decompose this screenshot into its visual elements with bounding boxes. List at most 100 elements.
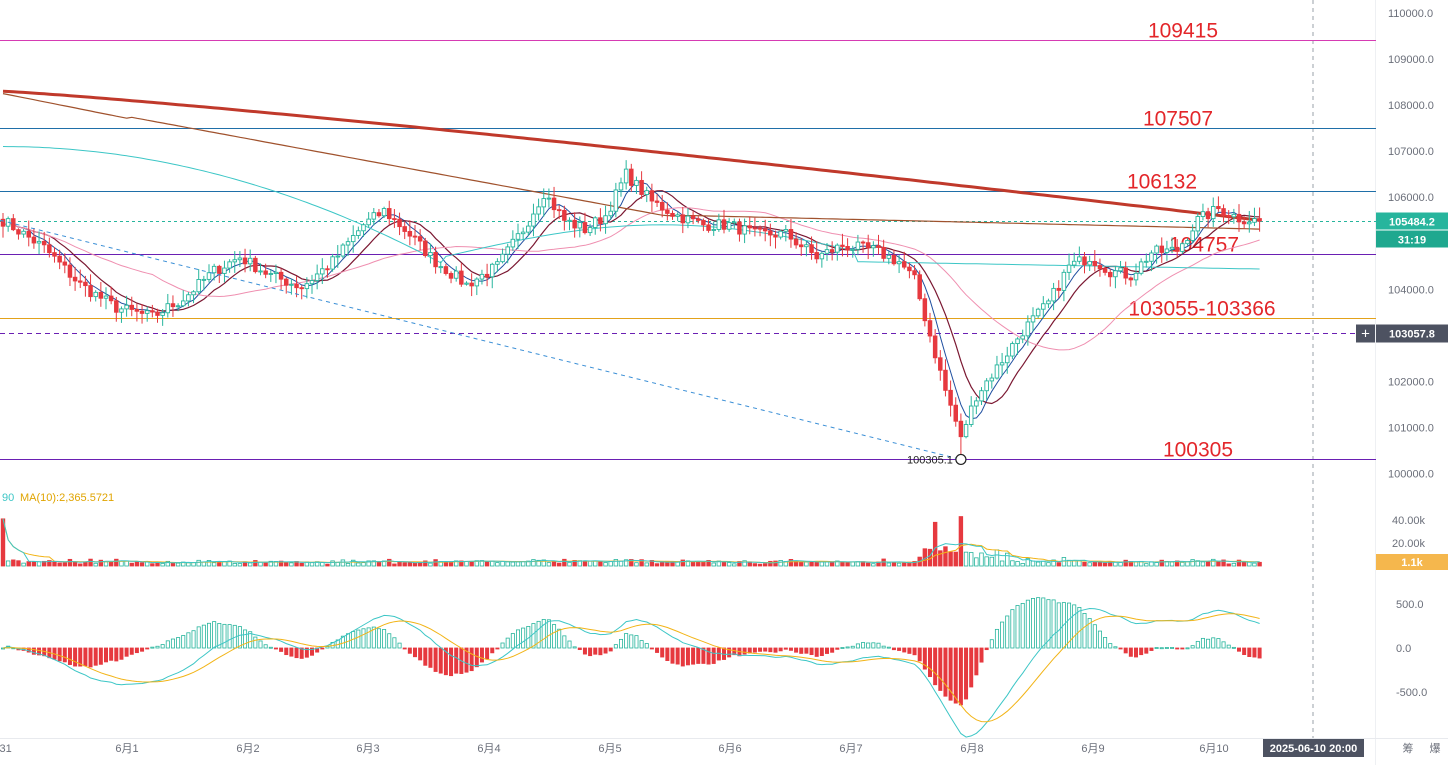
candle-down — [639, 179, 644, 195]
volume-bar-down — [721, 561, 727, 567]
macd-bar-up — [366, 627, 371, 649]
current-price-label: 105484.2 — [1389, 217, 1435, 229]
macd-bar-down — [1242, 647, 1247, 656]
macd-bar-up — [1010, 609, 1015, 649]
macd-bar-down — [922, 647, 927, 670]
candle-up — [824, 249, 830, 254]
volume-bar-down — [840, 561, 845, 567]
macd-bar-down — [928, 647, 933, 678]
candle-down — [845, 246, 850, 251]
candle-down — [757, 227, 763, 230]
candle-up — [490, 263, 495, 278]
candle-up — [309, 280, 315, 285]
volume-bar-up — [196, 559, 201, 567]
corner-button[interactable]: 爆 — [1430, 741, 1441, 755]
macd-bar-up — [165, 640, 170, 649]
candle-up — [1252, 218, 1257, 223]
macd-bar-down — [31, 647, 36, 655]
macd-bar-down — [660, 647, 665, 658]
volume-bar-up — [603, 562, 608, 567]
volume-bar-up — [1169, 561, 1175, 567]
candle-down — [572, 219, 577, 229]
macd-bar-down — [825, 647, 830, 654]
candle-up — [428, 252, 433, 257]
volume-bar-up — [742, 560, 747, 567]
macd-bar-down — [88, 647, 93, 668]
time-tick-label: 6月3 — [356, 743, 379, 755]
candle-down — [865, 242, 871, 249]
add-level-button[interactable] — [1356, 324, 1375, 343]
volume-bar-down — [1221, 559, 1226, 567]
volume-bar-down — [443, 561, 449, 567]
volume-bar-down — [26, 561, 31, 567]
candle-down — [407, 231, 413, 237]
macd-bar-up — [196, 626, 201, 649]
candle-down — [108, 295, 114, 302]
macd-bar-down — [1139, 647, 1144, 656]
macd-bar-down — [1123, 647, 1128, 654]
candle-up — [495, 261, 500, 265]
corner-button[interactable]: 筹 — [1403, 741, 1414, 755]
macd-bar-down — [670, 647, 675, 664]
candle-down — [139, 310, 145, 314]
macd-pane — [0, 597, 1262, 738]
candle-down — [448, 273, 454, 279]
macd-bar-down — [701, 647, 706, 664]
volume-bar-down — [62, 562, 67, 567]
candle-up — [258, 270, 263, 273]
macd-bar-down — [655, 647, 660, 653]
countdown-tag — [1376, 230, 1448, 248]
macd-bar-down — [443, 647, 448, 676]
candle-up — [500, 253, 505, 263]
volume-bar-down — [562, 558, 567, 567]
macd-bar-up — [1185, 647, 1190, 650]
volume-bar-down — [629, 559, 634, 567]
macd-bar-down — [773, 647, 778, 653]
candle-down — [649, 190, 655, 202]
volume-bar-down — [1056, 562, 1061, 567]
macd-bar-down — [129, 647, 134, 655]
macd-bar-down — [696, 647, 701, 664]
macd-bar-down — [304, 647, 309, 658]
candle-up — [1231, 213, 1237, 218]
volume-bar-down — [469, 561, 474, 567]
volume-bar-down — [696, 561, 701, 567]
candle-up — [381, 208, 387, 217]
macd-bar-down — [320, 647, 325, 650]
candle-up — [144, 310, 150, 314]
macd-bar-down — [479, 647, 484, 663]
candle-down — [155, 311, 160, 316]
macd-bar-down — [119, 647, 124, 660]
time-tick-label: 6月8 — [960, 743, 983, 755]
macd-bar-down — [711, 647, 716, 664]
macd-bar-down — [577, 647, 582, 651]
moving-averages — [2, 89, 1260, 420]
macd-bar-down — [974, 647, 979, 676]
volume-bar-up — [1041, 560, 1046, 567]
candle-up — [1005, 355, 1010, 364]
volume-bar-down — [660, 562, 665, 567]
volume-bar-down — [866, 562, 871, 567]
macd-bar-up — [181, 635, 186, 649]
macd-bar-down — [1237, 647, 1242, 652]
candle-up — [438, 266, 444, 269]
macd-bar-down — [104, 647, 109, 663]
candle-up — [273, 271, 279, 274]
candle-down — [943, 369, 948, 391]
candle-down — [799, 244, 804, 248]
candle-up — [1051, 287, 1056, 302]
macd-bar-down — [938, 647, 943, 691]
ma200-line — [2, 89, 1260, 222]
volume-bar-up — [1113, 561, 1118, 567]
macd-bar-down — [727, 647, 732, 658]
candle-down — [551, 197, 557, 211]
macd-bar-up — [536, 620, 541, 649]
macd-bar-up — [1056, 602, 1061, 649]
macd-tick-label: -500.0 — [1396, 687, 1427, 699]
macd-bar-down — [78, 647, 83, 667]
macd-bar-up — [850, 645, 855, 649]
candle-down — [299, 287, 304, 290]
level-label: 109415 — [1148, 20, 1218, 43]
macd-bar-up — [1154, 647, 1159, 649]
